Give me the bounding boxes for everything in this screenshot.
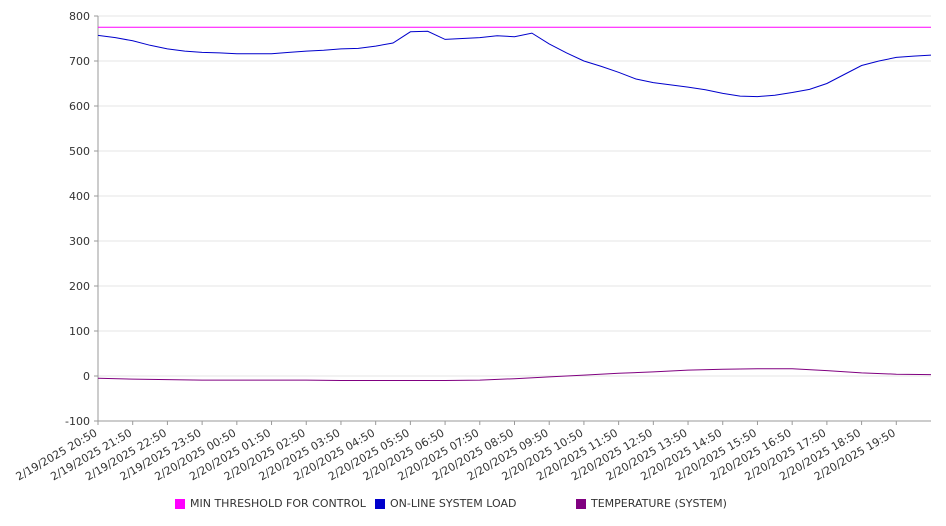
legend-item-system-load: ON-LINE SYSTEM LOAD — [375, 497, 516, 510]
y-tick-label: 600 — [69, 100, 90, 113]
legend-swatch-system-load — [375, 498, 385, 509]
legend-swatch-temperature — [576, 498, 586, 509]
series-lines — [97, 26, 932, 381]
axes — [94, 15, 931, 425]
legend-swatch-min-threshold — [175, 498, 185, 509]
legend: MIN THRESHOLD FOR CONTROL ON-LINE SYSTEM… — [0, 497, 946, 515]
legend-item-min-threshold: MIN THRESHOLD FOR CONTROL — [175, 497, 366, 510]
y-tick-label: 800 — [69, 10, 90, 23]
series-line-2 — [97, 368, 932, 381]
legend-label-temperature: TEMPERATURE (SYSTEM) — [591, 497, 727, 510]
y-tick-label: 300 — [69, 235, 90, 248]
y-tick-label: 0 — [83, 370, 90, 383]
legend-label-min-threshold: MIN THRESHOLD FOR CONTROL — [190, 497, 366, 510]
y-tick-label: -100 — [65, 415, 90, 428]
x-axis-ticks: 2/19/2025 20:502/19/2025 21:502/19/2025 … — [14, 426, 898, 483]
y-tick-label: 200 — [69, 280, 90, 293]
y-tick-label: 100 — [69, 325, 90, 338]
grid — [98, 15, 931, 422]
y-tick-label: 700 — [69, 55, 90, 68]
series-line-1 — [97, 30, 932, 98]
legend-item-temperature: TEMPERATURE (SYSTEM) — [576, 497, 727, 510]
y-tick-label: 400 — [69, 190, 90, 203]
legend-label-system-load: ON-LINE SYSTEM LOAD — [390, 497, 517, 510]
y-tick-label: 500 — [69, 145, 90, 158]
y-axis-ticks: -100 0 100 200 300 400 500 600 700 800 — [65, 10, 90, 428]
